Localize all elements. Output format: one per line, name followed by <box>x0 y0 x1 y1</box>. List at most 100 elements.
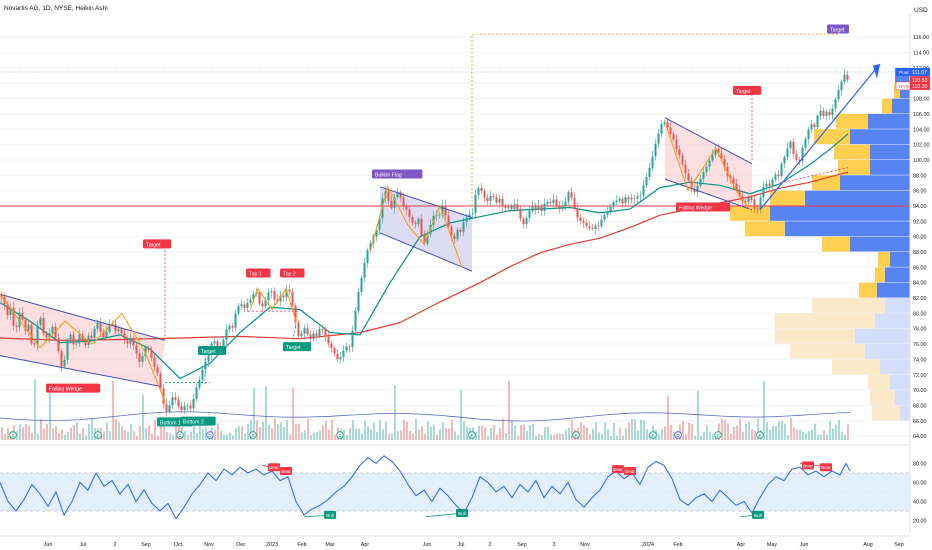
candle-body <box>60 351 63 367</box>
time-tick-label: Feb <box>297 542 306 548</box>
volume-bar <box>691 424 693 440</box>
bear-marker-text: Bear <box>269 465 279 470</box>
candle-body <box>231 325 234 328</box>
bull-marker-bg <box>456 508 468 517</box>
candle-body <box>660 124 663 134</box>
candle-body <box>282 295 285 298</box>
volume-bar <box>673 431 675 440</box>
volume-bar <box>571 419 573 440</box>
price-tick-label: 92.00 <box>913 219 927 225</box>
price-tick-label: 104.00 <box>913 127 930 133</box>
time-tick-label: Nov <box>580 542 590 548</box>
candle-body <box>561 205 564 210</box>
candle-body <box>447 215 450 227</box>
rsi-tick-label: 40.00 <box>913 500 927 506</box>
volume-bar <box>196 433 198 440</box>
volume-bar <box>385 421 387 440</box>
candle-body <box>279 295 282 302</box>
event-marker-text: D <box>676 433 680 438</box>
bottom-2-label-bg <box>180 416 216 426</box>
flag-upper-trendline <box>379 186 473 218</box>
candle-body <box>198 379 201 388</box>
volume-bar <box>535 435 537 440</box>
candle-body <box>183 405 186 411</box>
candle-body <box>264 300 267 307</box>
candle-body <box>774 174 777 180</box>
volume-bar <box>160 423 162 440</box>
candle-body <box>222 339 225 349</box>
volume-profile-bar <box>877 282 910 298</box>
price-badge-value-bg <box>910 76 930 85</box>
target-projection <box>743 94 753 160</box>
volume-bar <box>403 419 405 440</box>
volume-bar <box>244 433 246 440</box>
candle-body <box>312 333 315 339</box>
volume-bar <box>43 428 45 440</box>
candle-body <box>453 235 456 240</box>
volume-bar <box>115 419 117 440</box>
candle-body <box>267 292 270 301</box>
candle-body <box>843 74 846 82</box>
volume-bar <box>88 423 90 440</box>
candle-body <box>780 163 783 177</box>
candle-body <box>165 404 168 412</box>
candle-body <box>246 302 249 308</box>
candle-body <box>471 213 474 215</box>
volume-bar <box>835 424 837 440</box>
top-1-label-bg <box>246 268 271 278</box>
bear-marker-text: Bear <box>625 469 635 474</box>
candles <box>0 69 849 417</box>
volume-bar <box>151 433 153 440</box>
price-badge-tag-text: Post <box>899 70 909 76</box>
volume-profile-bar <box>775 313 875 329</box>
volume-profile-bar <box>868 113 910 129</box>
volume-bar <box>607 428 609 440</box>
volume-profile-bar <box>890 374 910 390</box>
bottom-2-label: Bottom 2 <box>180 416 216 426</box>
volume-bar <box>406 421 408 440</box>
target-label-bg <box>827 24 849 34</box>
candle-body <box>414 222 417 225</box>
volume-bar <box>544 427 546 440</box>
volume-bar <box>106 422 108 440</box>
price-tick-label: 88.00 <box>913 250 927 256</box>
candle-body <box>477 187 480 195</box>
volume-bar <box>34 379 36 440</box>
time-tick-label: Jul <box>458 542 465 548</box>
candle-body <box>261 303 264 307</box>
candle-body <box>639 195 642 197</box>
bear-marker: Bear <box>820 463 832 472</box>
volume-bar <box>622 435 624 440</box>
time-tick-label: Feb <box>673 542 682 548</box>
volume-bar <box>424 433 426 440</box>
volume-bar <box>481 425 483 440</box>
volume-profile-bar <box>885 267 910 283</box>
volume-bar <box>493 424 495 440</box>
bear-marker: Bear <box>802 461 814 470</box>
time-tick-label: 3 <box>553 542 556 548</box>
candle-body <box>807 129 810 140</box>
volume-bar <box>784 423 786 440</box>
event-marker-text: E <box>574 433 577 438</box>
volume-bar <box>457 435 459 440</box>
candle-body <box>81 334 84 341</box>
price-tick-label: 102.00 <box>913 143 930 149</box>
volume-bar <box>820 434 822 440</box>
price-tick-label: 94.00 <box>913 204 927 210</box>
candle-body <box>654 143 657 157</box>
candle-body <box>105 331 108 338</box>
volume-profile-bar <box>822 236 850 252</box>
candle-body <box>510 205 513 209</box>
volume-bar <box>553 434 555 440</box>
candle-body <box>243 304 246 308</box>
time-tick-label: Jul <box>80 542 87 548</box>
bull-marker-text: Bull <box>326 513 334 518</box>
volume-profile-bar <box>840 175 910 191</box>
event-marker-text: E <box>470 433 473 438</box>
volume-bar <box>595 421 597 440</box>
time-tick-label: Jun <box>800 542 809 548</box>
candle-body <box>801 147 804 161</box>
candle-body <box>519 209 522 219</box>
volume-bar <box>418 429 420 440</box>
